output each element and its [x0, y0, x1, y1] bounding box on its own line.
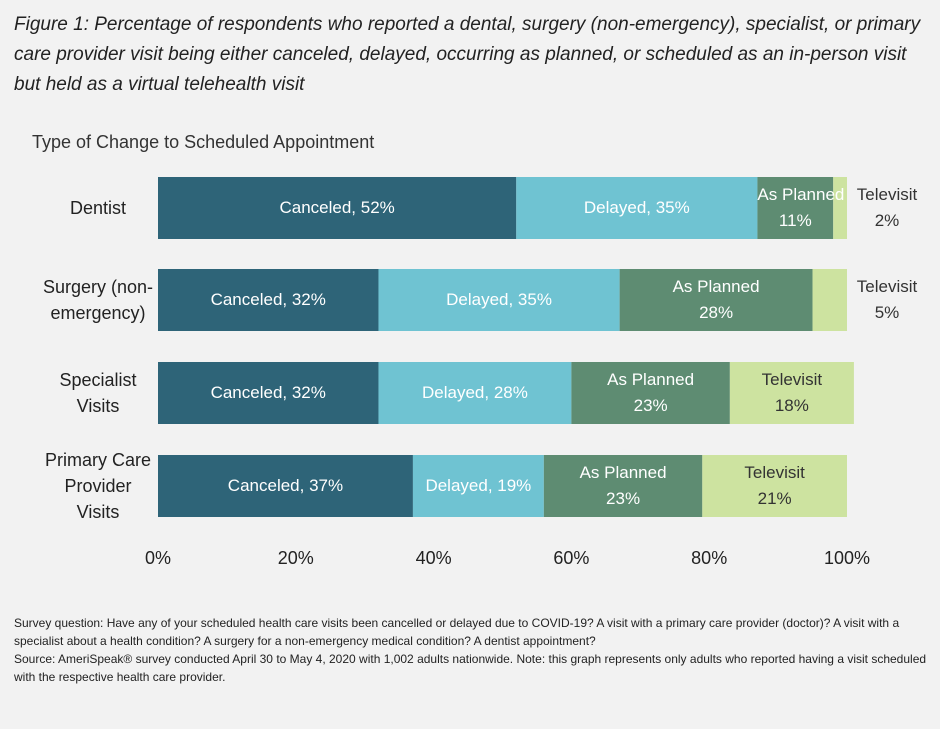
data-label: Televisit 21%	[702, 460, 847, 512]
data-label-value: 28%	[699, 303, 734, 322]
data-label: Televisit 18%	[730, 367, 854, 419]
data-label-value: Delayed, 19%	[425, 476, 532, 495]
footnotes: Survey question: Have any of your schedu…	[14, 614, 929, 686]
bar-segment	[729, 362, 854, 424]
y-tick-label: Specialist Visits	[59, 370, 137, 416]
bar-segment	[158, 177, 517, 239]
x-tick-label: 40%	[415, 548, 452, 568]
bar-segment	[158, 269, 379, 331]
data-label-value: 5%	[874, 303, 900, 322]
data-label-value: 23%	[606, 489, 641, 508]
x-tick-label: 60%	[553, 548, 590, 568]
data-label-name: As Planned	[672, 277, 760, 296]
y-tick-label: Dentist	[69, 198, 127, 218]
data-label: Televisit 5%	[847, 274, 927, 326]
data-label-value: Delayed, 35%	[446, 290, 552, 309]
data-label: Delayed, 19%	[413, 473, 544, 499]
chart-subtitle: Type of Change to Scheduled Appointment	[32, 132, 375, 152]
data-label-name: Televisit	[856, 185, 918, 204]
data-label-value: Delayed, 28%	[422, 383, 528, 402]
bar-segment	[619, 269, 813, 331]
data-label-value: Canceled, 52%	[279, 198, 395, 217]
data-label-name: Televisit	[744, 463, 805, 482]
bar-segment	[757, 177, 834, 239]
data-label: Delayed, 35%	[516, 195, 757, 221]
chart	[158, 177, 854, 517]
data-label-value: 23%	[633, 396, 668, 415]
bar-segment	[378, 362, 572, 424]
y-tick-label: Primary Care Provider Visits	[44, 450, 151, 522]
bar-segment	[702, 455, 847, 517]
data-label-value: Canceled, 32%	[210, 290, 326, 309]
data-label-name: As Planned	[607, 370, 695, 389]
x-tick-label: 100%	[823, 548, 871, 568]
data-label-value: Canceled, 32%	[210, 383, 326, 402]
data-label-value: 21%	[757, 489, 792, 508]
data-label: Canceled, 52%	[158, 195, 516, 221]
data-label-name: As Planned	[757, 185, 845, 204]
data-label: As Planned 23%	[544, 460, 702, 512]
data-label-value: 2%	[874, 211, 900, 230]
data-label-name: Televisit	[856, 277, 918, 296]
data-label: Delayed, 35%	[378, 287, 619, 313]
data-label: Delayed, 28%	[378, 380, 571, 406]
bar-segment	[571, 362, 730, 424]
bar-segment	[833, 177, 847, 239]
data-label-value: 11%	[778, 211, 812, 230]
data-label: Canceled, 32%	[158, 380, 378, 406]
x-tick-label: 80%	[691, 548, 728, 568]
data-label: Canceled, 32%	[158, 287, 378, 313]
x-tick-label: 0%	[144, 548, 171, 568]
bar-segment	[158, 455, 413, 517]
chart-title: Figure 1: Percentage of respondents who …	[14, 14, 921, 95]
bar-segment	[543, 455, 703, 517]
data-label: Televisit 2%	[847, 182, 927, 234]
bar-segment	[516, 177, 758, 239]
bar-segment	[158, 362, 379, 424]
bar-segment	[812, 269, 847, 331]
data-label-name: Televisit	[761, 370, 823, 389]
data-label: As Planned 23%	[571, 367, 729, 419]
footnote: Source: AmeriSpeak® survey conducted Apr…	[14, 652, 927, 684]
data-label-value: 18%	[774, 396, 809, 415]
data-label-value: Canceled, 37%	[227, 476, 344, 495]
data-label: Canceled, 37%	[158, 473, 413, 499]
bar-segment	[378, 269, 620, 331]
footnote: Survey question: Have any of your schedu…	[14, 616, 900, 648]
y-tick-label: Surgery (non-emergency)	[42, 277, 154, 323]
bar-segment	[412, 455, 544, 517]
data-label: As Planned 11%	[757, 182, 845, 234]
x-tick-label: 20%	[277, 548, 314, 568]
data-label-name: As Planned	[579, 463, 667, 482]
data-label-value: Delayed, 35%	[583, 198, 690, 217]
data-label: As Planned 28%	[620, 274, 813, 326]
